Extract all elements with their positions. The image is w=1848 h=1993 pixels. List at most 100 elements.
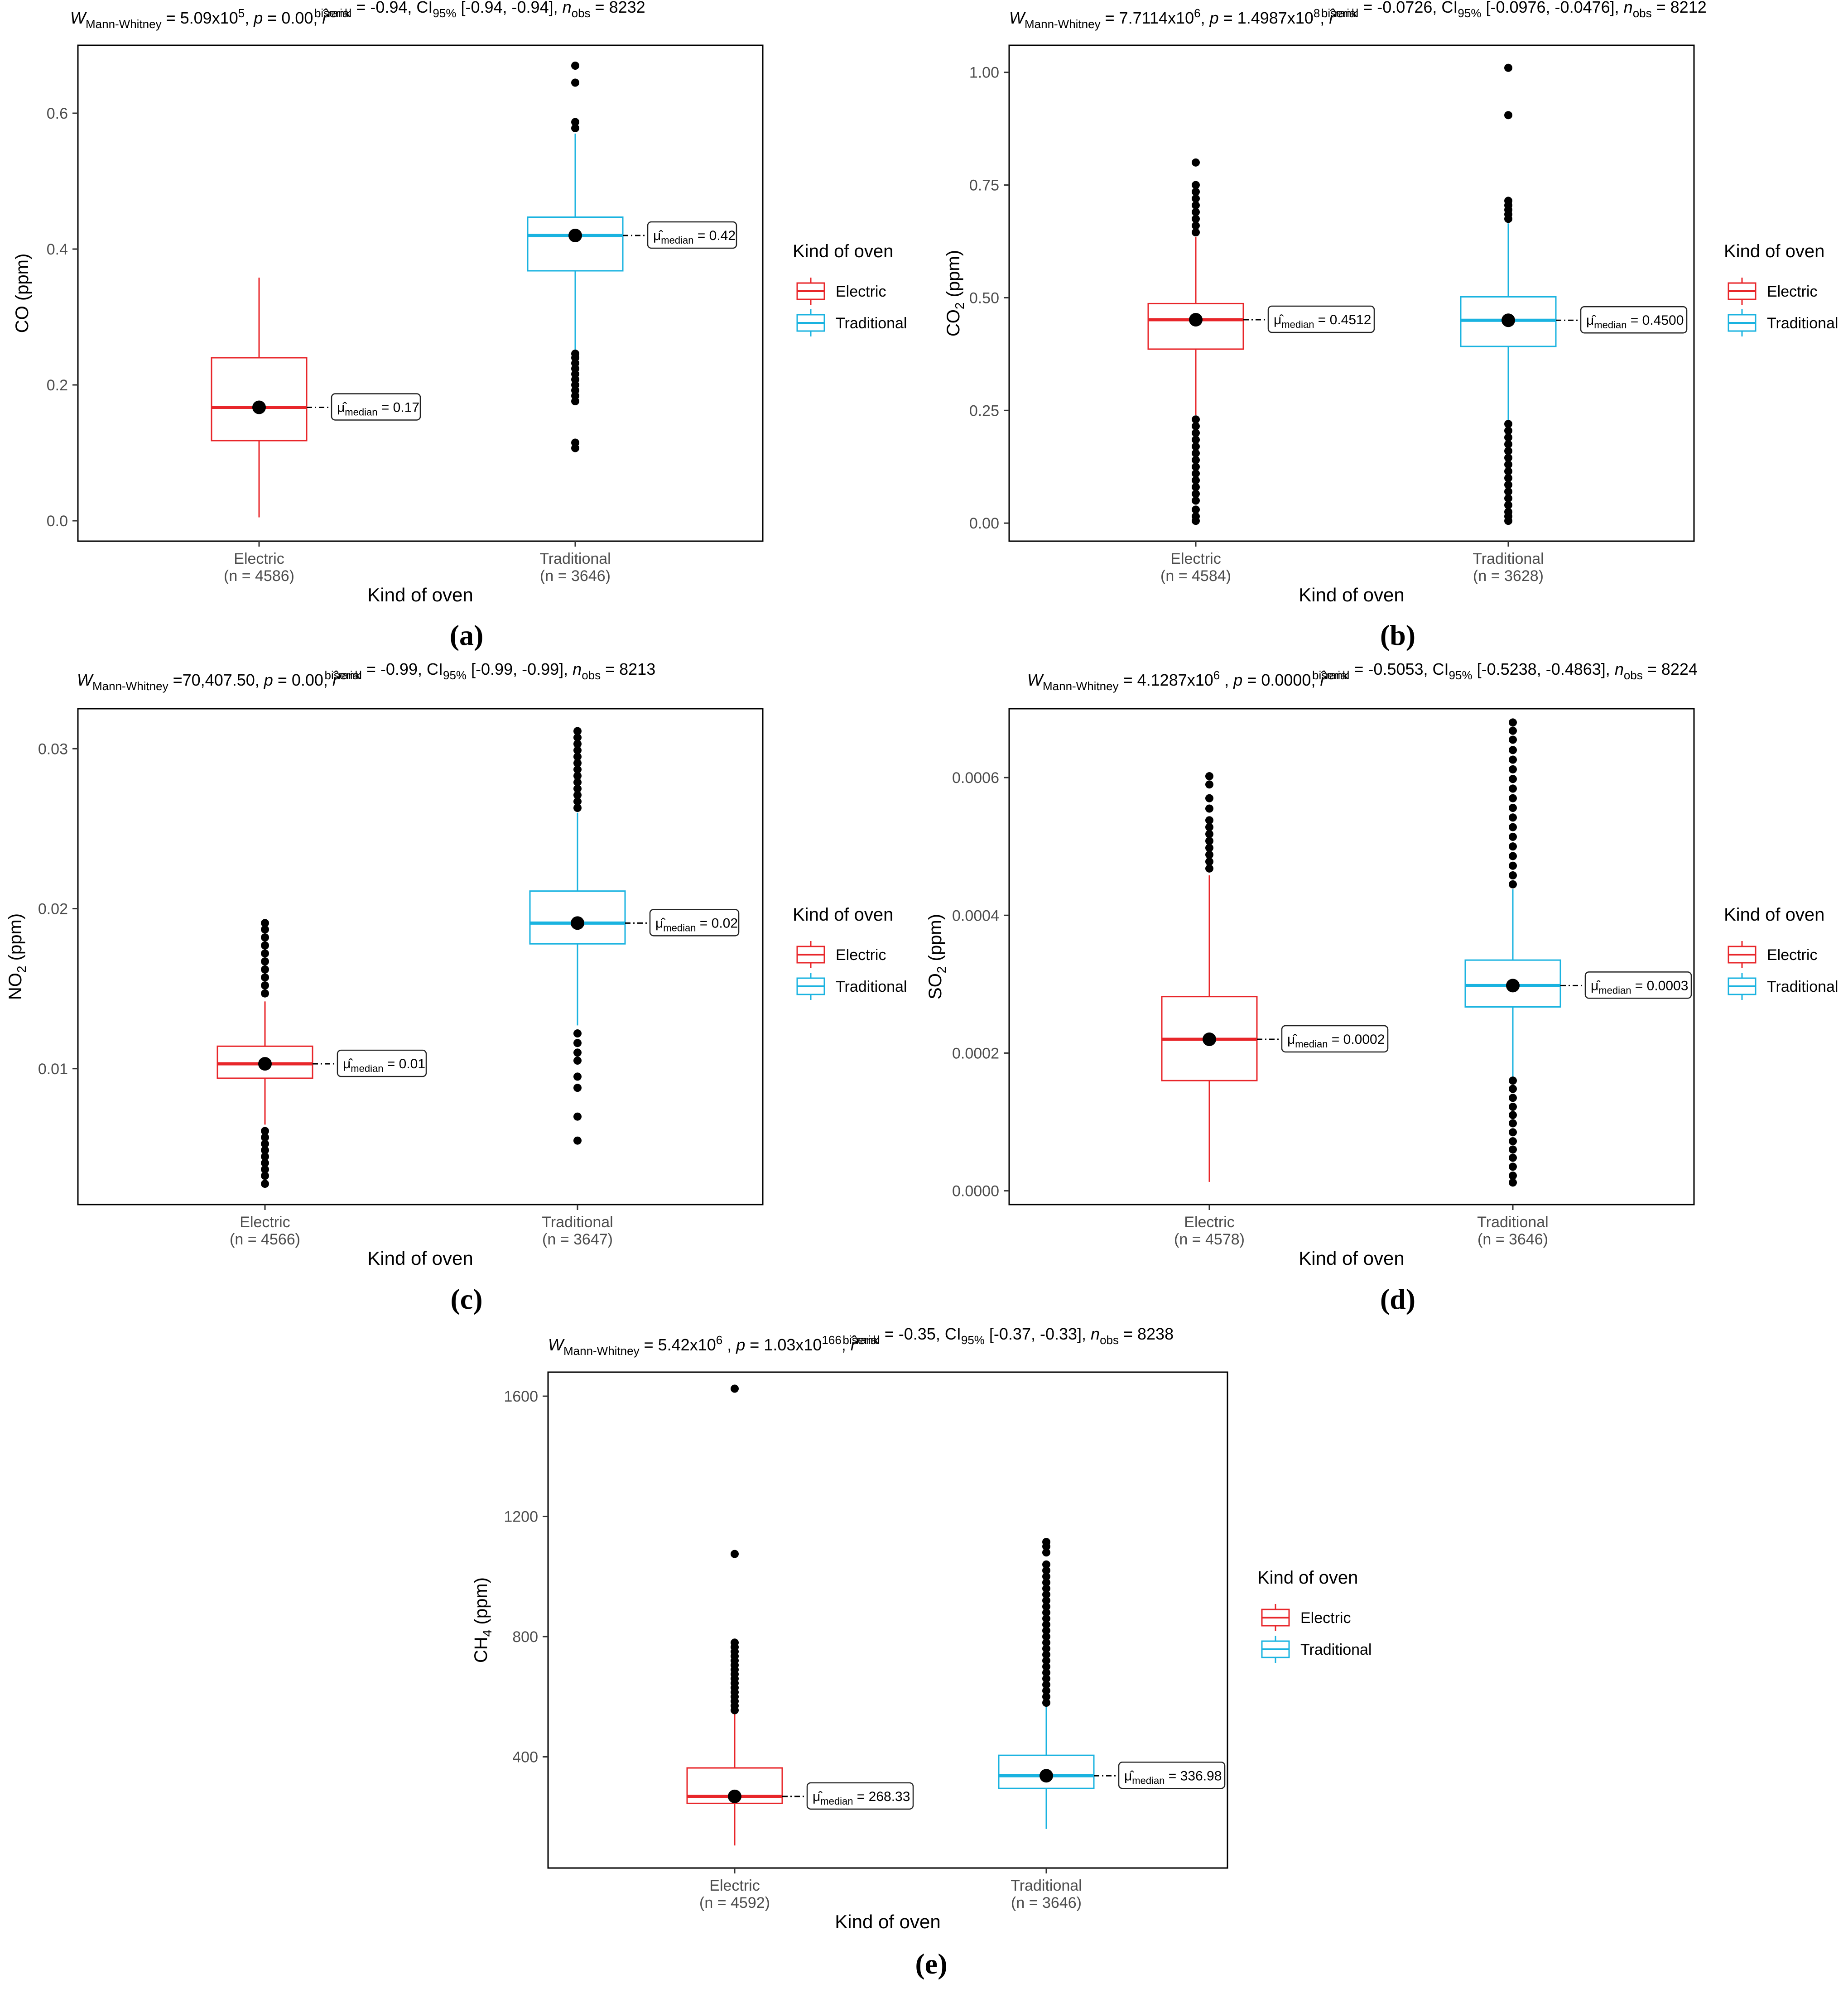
outlier-point [1192, 187, 1200, 196]
outlier-point [1504, 453, 1512, 462]
outlier-point [1192, 490, 1200, 498]
outlier-point [1504, 480, 1512, 489]
legend-item-traditional: Traditional [1767, 315, 1838, 332]
outlier-point [1192, 228, 1200, 237]
outlier-point [1042, 1699, 1050, 1707]
outlier-point [1509, 823, 1517, 831]
outlier-point [1509, 1094, 1517, 1102]
median-point [258, 1057, 272, 1071]
y-tick-label-e-3: 1600 [504, 1388, 538, 1405]
median-label-box [1584, 971, 1692, 999]
outlier-point [1192, 476, 1200, 485]
series-traditional-e: μ̂median = 336.98 [998, 1537, 1226, 1829]
outlier-point [1192, 429, 1200, 437]
median-label-box [1281, 1025, 1389, 1053]
outlier-point [1042, 1662, 1050, 1671]
outlier-point [573, 765, 582, 774]
outlier-point [571, 350, 579, 358]
chart-title-d: WMann-Whitney = 4.1287x106 , p = 0.0000,… [1027, 660, 1698, 693]
outlier-point [573, 1048, 582, 1057]
outlier-point [731, 1384, 739, 1393]
x-n-label-e-1: (n = 3646) [1011, 1894, 1082, 1911]
outlier-point [1205, 850, 1213, 859]
outlier-point [1509, 880, 1517, 888]
outlier-point [1509, 1111, 1517, 1119]
box [527, 216, 624, 272]
y-tick-label-b-2: 0.50 [969, 289, 999, 307]
outlier-point [1042, 1608, 1050, 1617]
panel-label-a: (a) [449, 619, 484, 651]
outlier-point [1192, 194, 1200, 203]
median-label-box [649, 909, 740, 936]
y-tick-label-a-0: 0.0 [47, 513, 68, 530]
outlier-point [1509, 735, 1517, 744]
outlier-point [1504, 501, 1512, 509]
legend-item-traditional: Traditional [1300, 1641, 1372, 1658]
outlier-point [573, 759, 582, 768]
legend-item-traditional: Traditional [836, 978, 907, 995]
legend-item-electric: Electric [836, 946, 886, 964]
outlier-point [1504, 63, 1512, 72]
y-tick-label-b-3: 0.75 [969, 177, 999, 194]
outlier-point [1042, 1566, 1050, 1575]
x-tick-label-d-0: Electric [1184, 1214, 1234, 1231]
outlier-point [261, 1127, 269, 1135]
y-tick-label-a-3: 0.6 [47, 105, 68, 122]
chart-panel-d: WMann-Whitney = 4.1287x106 , p = 0.0000,… [925, 660, 1838, 1269]
x-tick-label-b-0: Electric [1170, 550, 1221, 567]
chart-title-a: WMann-Whitney = 5.09x105, p = 0.00, r̂ra… [70, 0, 645, 31]
outlier-point [573, 1136, 582, 1145]
outlier-point [573, 778, 582, 787]
outlier-point [1504, 197, 1512, 205]
x-tick-label-a-0: Electric [234, 550, 284, 567]
x-n-label-e-0: (n = 4592) [699, 1894, 770, 1911]
outlier-point [261, 919, 269, 927]
outlier-point [1504, 440, 1512, 448]
y-axis-label-a: CO (ppm) [12, 254, 32, 333]
series-electric-e: μ̂median = 268.33 [686, 1384, 914, 1846]
chart-title-c: WMann-Whitney =70,407.50, p = 0.00, r̂ra… [77, 660, 655, 693]
chart-panel-a: WMann-Whitney = 5.09x105, p = 0.00, r̂ra… [12, 0, 907, 605]
outlier-point [571, 62, 579, 70]
median-label-text: μ̂median = 0.02 [655, 916, 738, 933]
outlier-point [1509, 784, 1517, 793]
outlier-point [1205, 794, 1213, 802]
outlier-point [1504, 474, 1512, 482]
median-label-text: μ̂median = 0.4512 [1274, 312, 1371, 330]
median-label-text: μ̂median = 0.42 [653, 228, 736, 246]
median-label-text: μ̂median = 0.0002 [1287, 1032, 1385, 1050]
outlier-point [1509, 1137, 1517, 1146]
outlier-point [1192, 436, 1200, 444]
outlier-point [261, 1146, 269, 1154]
outlier-point [573, 1112, 582, 1121]
outlier-point [1192, 505, 1200, 514]
y-tick-label-e-2: 1200 [504, 1508, 538, 1526]
outlier-point [1509, 726, 1517, 735]
outlier-point [1504, 460, 1512, 469]
outlier-point [1192, 208, 1200, 216]
outlier-point [1509, 1128, 1517, 1137]
series-electric-a: μ̂median = 0.17 [211, 278, 421, 518]
outlier-point [1042, 1560, 1050, 1569]
panel-label-e: (e) [915, 1948, 948, 1980]
outlier-point [1504, 467, 1512, 475]
outlier-point [731, 1550, 739, 1558]
y-tick-label-b-0: 0.00 [969, 515, 999, 532]
y-axis-label-b: CO2 (ppm) [943, 250, 967, 336]
outlier-point [1042, 1614, 1050, 1623]
median-label-box [1118, 1762, 1226, 1789]
outlier-point [1042, 1584, 1050, 1593]
median-label-text: μ̂median = 336.98 [1124, 1768, 1222, 1786]
x-n-label-d-0: (n = 4578) [1174, 1231, 1245, 1248]
y-tick-label-e-0: 400 [512, 1748, 538, 1766]
chart-title-e: WMann-Whitney = 5.42x106 , p = 1.03x1016… [548, 1325, 1174, 1358]
outlier-point [1192, 201, 1200, 210]
y-tick-label-d-0: 0.0000 [952, 1183, 999, 1200]
outlier-point [571, 438, 579, 447]
outlier-point [1042, 1537, 1050, 1546]
outlier-point [573, 740, 582, 748]
outlier-point [1509, 1162, 1517, 1171]
outlier-point [1509, 813, 1517, 822]
outlier-point [1504, 508, 1512, 516]
